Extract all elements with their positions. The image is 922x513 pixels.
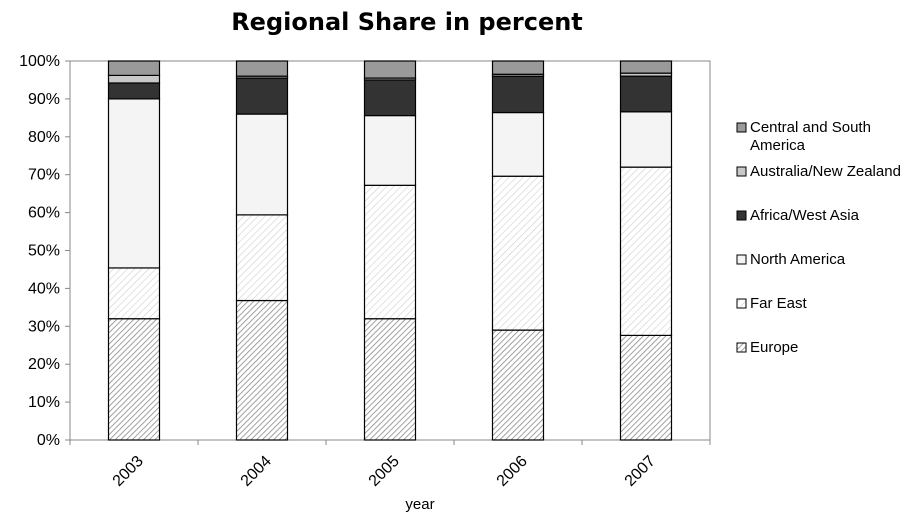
y-tick-label: 90% (28, 91, 60, 108)
bar-segment-europe-2003 (107, 318, 161, 441)
y-tick-label: 40% (28, 280, 60, 297)
bar-segment-europe-2004 (235, 299, 289, 441)
x-axis-label: year (405, 496, 434, 513)
bar-segment-europe-2007 (619, 334, 673, 441)
y-tick-label: 10% (28, 394, 60, 411)
x-tick-label: 2003 (110, 453, 147, 490)
bar-segment-north-america-2004 (235, 113, 289, 216)
legend-swatch (736, 342, 747, 353)
legend-swatch (736, 254, 747, 265)
y-tick-label: 50% (28, 243, 60, 260)
y-tick-label: 100% (19, 53, 60, 70)
bar-segment-europe-2005 (363, 318, 417, 441)
bar-segment-africa-west-asia-2003 (107, 82, 161, 100)
legend-label: Far East (750, 295, 808, 312)
bar-segment-far-east-2004 (235, 214, 289, 302)
bar-segment-central-and-south-america-2005 (363, 60, 417, 79)
x-tick-label: 2007 (622, 453, 659, 490)
y-tick-label: 80% (28, 129, 60, 146)
bar-segment-central-and-south-america-2004 (235, 60, 289, 77)
y-tick-label: 20% (28, 356, 60, 373)
bar-segment-north-america-2005 (363, 114, 417, 186)
legend-label: Europe (750, 339, 798, 356)
bar-segment-africa-west-asia-2004 (235, 77, 289, 115)
bars-group (107, 60, 673, 441)
bar-segment-africa-west-asia-2007 (619, 75, 673, 113)
bar-segment-central-and-south-america-2007 (619, 60, 673, 74)
x-tick-label: 2004 (238, 453, 275, 490)
bar-segment-north-america-2006 (491, 111, 545, 177)
legend-label: North America (750, 251, 846, 268)
x-axis-ticks: 2003 2004 2005 2006 2007 (69, 440, 711, 490)
y-tick-label: 0% (37, 432, 60, 449)
bar-segment-far-east-2006 (491, 175, 545, 331)
chart-title: Regional Share in percent (231, 8, 583, 36)
legend-swatch (736, 210, 747, 221)
y-tick-label: 70% (28, 167, 60, 184)
legend: Central and South America Australia/New Ze… (736, 119, 901, 356)
bar-segment-north-america-2007 (619, 111, 673, 168)
y-tick-label: 30% (28, 318, 60, 335)
legend-swatch (736, 298, 747, 309)
x-tick-label: 2006 (494, 453, 531, 490)
bar-segment-europe-2006 (491, 329, 545, 441)
bar-segment-africa-west-asia-2006 (491, 75, 545, 114)
legend-label: Australia/New Zealand (750, 163, 901, 180)
bar-segment-far-east-2005 (363, 184, 417, 320)
bar-segment-far-east-2003 (107, 267, 161, 320)
legend-label: Central and South America (750, 119, 871, 154)
bar-segment-central-and-south-america-2003 (107, 60, 161, 77)
bar-segment-central-and-south-america-2006 (491, 60, 545, 75)
y-axis-ticks: 0% 10% 20% 30% 40% 50% 60% 70% 80% 90% 100% (19, 53, 70, 449)
legend-label: Africa/West Asia (750, 207, 860, 224)
x-tick-label: 2005 (366, 453, 403, 490)
legend-swatch (736, 166, 747, 177)
bar-segment-far-east-2007 (619, 166, 673, 336)
bar-segment-north-america-2003 (107, 98, 161, 269)
bar-segment-australia-new-zealand-2003 (107, 74, 161, 84)
bar-segment-africa-west-asia-2005 (363, 79, 417, 117)
legend-swatch (736, 122, 747, 133)
y-tick-label: 60% (28, 205, 60, 222)
